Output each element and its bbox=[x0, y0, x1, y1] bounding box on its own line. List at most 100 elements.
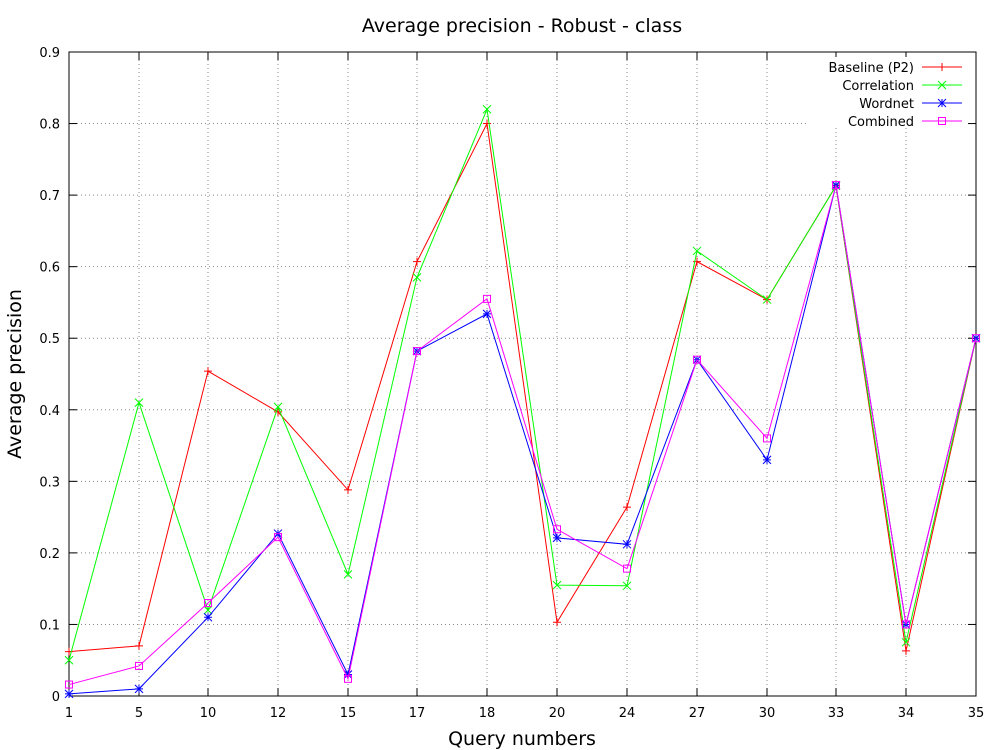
plus-marker bbox=[135, 641, 143, 650]
square-marker bbox=[204, 598, 212, 607]
plus-marker bbox=[344, 485, 352, 494]
x-tick-label: 30 bbox=[759, 706, 776, 721]
x-tick-label: 10 bbox=[200, 706, 217, 721]
data-point-square bbox=[763, 434, 771, 443]
data-point-star bbox=[762, 455, 772, 465]
data-point-star bbox=[622, 539, 632, 549]
cross-marker bbox=[343, 570, 353, 579]
y-tick-label: 0.9 bbox=[39, 46, 60, 61]
cross-marker bbox=[901, 637, 911, 647]
x-tick-label: 1 bbox=[65, 706, 73, 721]
data-point-square bbox=[938, 117, 946, 125]
data-point-plus bbox=[483, 119, 491, 128]
x-tick-label: 18 bbox=[479, 706, 496, 721]
data-point-square bbox=[204, 598, 212, 607]
data-point-cross bbox=[273, 402, 283, 412]
y-tick-label: 0.8 bbox=[39, 118, 60, 133]
data-point-square bbox=[274, 533, 282, 542]
star-marker bbox=[971, 333, 981, 343]
cross-marker bbox=[482, 104, 492, 114]
series-group bbox=[64, 104, 981, 699]
cross-marker bbox=[552, 580, 562, 590]
data-point-square bbox=[65, 680, 73, 689]
x-tick-label: 35 bbox=[968, 706, 985, 721]
square-marker bbox=[832, 181, 840, 190]
plus-marker bbox=[274, 407, 282, 416]
legend-label: Combined bbox=[848, 115, 914, 130]
data-point-star bbox=[64, 689, 74, 699]
plus-marker bbox=[204, 367, 212, 376]
data-point-cross bbox=[937, 80, 947, 90]
cross-marker bbox=[622, 581, 632, 591]
x-tick-label: 33 bbox=[828, 706, 845, 721]
legend-label: Baseline (P2) bbox=[828, 61, 914, 76]
data-point-square bbox=[483, 294, 491, 303]
plus-marker bbox=[413, 257, 421, 266]
cross-marker bbox=[412, 273, 422, 282]
data-point-cross bbox=[622, 581, 632, 591]
data-point-cross bbox=[901, 637, 911, 647]
square-marker bbox=[553, 525, 561, 534]
data-point-star bbox=[203, 612, 213, 622]
plus-marker bbox=[553, 618, 561, 627]
data-point-star bbox=[134, 684, 144, 694]
star-marker bbox=[937, 98, 947, 108]
data-point-square bbox=[972, 334, 980, 343]
data-point-square bbox=[344, 674, 352, 683]
x-tick-label: 17 bbox=[409, 706, 426, 721]
grid bbox=[69, 52, 976, 696]
data-point-plus bbox=[938, 63, 946, 71]
square-marker bbox=[902, 620, 910, 629]
y-tick-label: 0.3 bbox=[39, 475, 60, 490]
y-tick-label: 0.6 bbox=[39, 261, 60, 276]
y-tick-label: 0.2 bbox=[39, 547, 60, 562]
x-axis-ticks: 1 5 10 12 15 17 18 20 24 27 30 33 34 35 bbox=[65, 52, 984, 721]
x-axis-title: Query numbers bbox=[448, 728, 596, 750]
data-point-plus bbox=[902, 646, 910, 655]
cross-marker bbox=[762, 295, 772, 304]
square-marker bbox=[693, 355, 701, 364]
data-point-star bbox=[971, 333, 981, 343]
star-marker bbox=[552, 533, 562, 543]
data-point-cross bbox=[482, 104, 492, 114]
cross-marker bbox=[937, 80, 947, 90]
plus-marker bbox=[623, 503, 631, 512]
star-marker bbox=[203, 612, 213, 622]
square-marker bbox=[135, 661, 143, 670]
square-marker bbox=[344, 674, 352, 683]
data-point-square bbox=[413, 347, 421, 356]
chart-title: Average precision - Robust - class bbox=[362, 15, 682, 37]
star-marker bbox=[64, 689, 74, 699]
star-marker bbox=[343, 670, 353, 679]
data-point-star bbox=[343, 670, 353, 679]
y-tick-label: 0.7 bbox=[39, 189, 60, 204]
data-point-square bbox=[623, 564, 631, 573]
star-marker bbox=[482, 309, 492, 319]
y-axis-title: Average precision bbox=[4, 289, 26, 459]
cross-marker bbox=[134, 398, 144, 407]
data-point-square bbox=[832, 181, 840, 190]
data-point-star bbox=[937, 98, 947, 108]
cross-marker bbox=[203, 605, 213, 615]
cross-marker bbox=[692, 246, 702, 256]
legend-label: Correlation bbox=[842, 79, 914, 94]
data-point-plus bbox=[204, 367, 212, 376]
data-point-square bbox=[693, 355, 701, 364]
data-point-cross bbox=[203, 605, 213, 615]
y-tick-label: 0.4 bbox=[39, 404, 60, 419]
data-point-square bbox=[902, 620, 910, 629]
x-tick-label: 15 bbox=[340, 706, 357, 721]
legend-background bbox=[808, 57, 968, 127]
square-marker bbox=[972, 334, 980, 343]
data-point-square bbox=[135, 661, 143, 670]
plus-marker bbox=[902, 646, 910, 655]
data-point-cross bbox=[692, 246, 702, 256]
star-marker bbox=[622, 539, 632, 549]
series-line bbox=[68, 184, 977, 695]
y-tick-label: 0 bbox=[52, 690, 60, 705]
data-point-plus bbox=[553, 618, 561, 627]
data-point-cross bbox=[412, 273, 422, 282]
x-tick-label: 24 bbox=[619, 706, 636, 721]
plus-marker bbox=[483, 119, 491, 128]
legend-label: Wordnet bbox=[859, 97, 914, 112]
